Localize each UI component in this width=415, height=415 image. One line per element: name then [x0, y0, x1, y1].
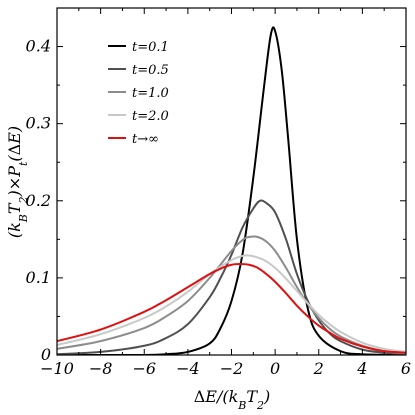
y-tick-label: 0	[41, 345, 51, 364]
series-line-4	[57, 254, 406, 353]
y-tick-label: 0.1	[26, 268, 51, 287]
x-axis-label: ΔE/(kBT2)	[194, 387, 271, 412]
legend-label: t=2.0	[132, 109, 169, 124]
series-line-2	[57, 199, 406, 355]
x-tick-label: −2	[220, 359, 244, 378]
series-line-1	[57, 26, 406, 355]
y-tick-label: 0.2	[26, 191, 51, 210]
x-tick-label: −6	[132, 359, 156, 378]
legend: t=0.1 t=0.5 t=1.0 t=2.0 t→∞	[108, 40, 169, 147]
x-tick-label: −4	[176, 359, 200, 378]
legend-label: t=0.1	[132, 40, 169, 55]
tick-labels: −10 −8 −6 −4 −2 0 2 4 6 0 0.1 0.2 0.3 0.4	[26, 37, 412, 378]
legend-label: t→∞	[132, 132, 159, 147]
series-line-3	[57, 235, 406, 355]
x-tick-label: −8	[89, 359, 113, 378]
x-tick-label: 0	[270, 359, 280, 378]
y-tick-label: 0.3	[26, 114, 51, 133]
x-tick-label: 6	[401, 359, 411, 378]
axis-ticks	[56, 7, 407, 356]
y-axis-label: (kBT2)×Pt(ΔE)	[5, 126, 30, 238]
legend-label: t=1.0	[132, 86, 169, 101]
series-line-5	[57, 263, 406, 354]
legend-label: t=0.5	[132, 63, 169, 78]
x-tick-label: 4	[356, 359, 367, 378]
series-curves	[57, 26, 406, 355]
y-tick-label: 0.4	[26, 37, 51, 56]
x-tick-label: 2	[313, 359, 324, 378]
x-tick-label: −10	[40, 359, 74, 378]
